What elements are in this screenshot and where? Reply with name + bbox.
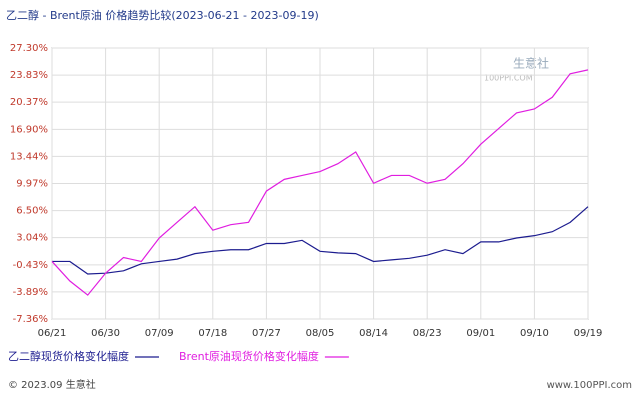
x-tick-label: 09/19 — [574, 328, 603, 339]
y-tick-label: 23.83% — [10, 70, 48, 81]
source: © 2023.09 生意社 — [8, 378, 96, 391]
series-line — [52, 206, 589, 275]
y-tick-label: 13.44% — [10, 151, 48, 162]
x-tick-label: 08/05 — [306, 328, 335, 339]
logo-sub: 100PPI.COM — [484, 74, 533, 83]
y-tick-label: 27.30% — [10, 43, 48, 54]
logo-text: 生意社 — [513, 56, 549, 71]
watermark: www.100PPI.com — [547, 380, 632, 391]
y-tick-label: 9.97% — [16, 179, 48, 190]
x-tick-label: 08/14 — [359, 328, 388, 339]
y-tick-label: 16.90% — [10, 124, 48, 135]
y-tick-label: 20.37% — [10, 97, 48, 108]
y-tick-label: -7.36% — [13, 314, 48, 325]
y-tick-label: 6.50% — [16, 206, 48, 217]
legend-label: Brent原油现货价格变化幅度 — [179, 349, 319, 363]
x-tick-label: 07/27 — [252, 328, 281, 339]
y-tick-label: 3.04% — [16, 233, 48, 244]
legend-label: 乙二醇现货价格变化幅度 — [8, 349, 129, 363]
x-tick-label: 09/10 — [520, 328, 549, 339]
x-tick-label: 06/30 — [91, 328, 120, 339]
series-line — [51, 69, 589, 296]
x-tick-label: 06/21 — [38, 328, 67, 339]
x-tick-label: 08/23 — [413, 328, 442, 339]
x-tick-label: 09/01 — [466, 328, 495, 339]
x-tick-label: 07/09 — [145, 328, 174, 339]
chart-title: 乙二醇 - Brent原油 价格趋势比较(2023-06-21 - 2023-0… — [6, 8, 319, 22]
y-tick-label: -3.89% — [13, 287, 48, 298]
x-tick-label: 07/18 — [198, 328, 227, 339]
y-tick-label: -0.43% — [13, 260, 48, 271]
